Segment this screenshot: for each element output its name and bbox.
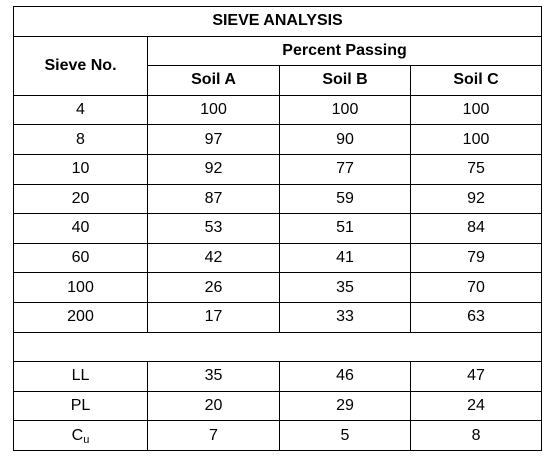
soil-b-cell: 33 xyxy=(279,301,411,333)
sieve-cell: 60 xyxy=(13,242,148,274)
soil-b-cell: 100 xyxy=(279,94,411,126)
property-label-cu: Cu xyxy=(13,420,148,451)
title-row: SIEVE ANALYSIS xyxy=(12,6,543,37)
table-row: 8 97 90 100 xyxy=(13,124,543,155)
sieve-analysis-table: SIEVE ANALYSIS Sieve No. Percent Passing… xyxy=(12,6,543,451)
soil-a-cell: 42 xyxy=(147,242,280,274)
soil-a-cell: 97 xyxy=(147,124,280,155)
soil-b-cell: 29 xyxy=(279,390,411,422)
sieve-cell: 4 xyxy=(13,94,148,126)
soil-c-cell: 100 xyxy=(409,124,543,155)
sieve-analysis-table-container: SIEVE ANALYSIS Sieve No. Percent Passing… xyxy=(12,6,543,451)
property-label-ll: LL xyxy=(13,361,148,392)
percent-passing-header: Percent Passing xyxy=(146,35,543,67)
soil-b-cell: 90 xyxy=(279,124,411,155)
soil-a-cell: 87 xyxy=(147,183,280,215)
soil-a-cell: 26 xyxy=(147,272,280,303)
group-header-row: Sieve No. Percent Passing xyxy=(13,35,543,96)
soil-a-cell: 92 xyxy=(147,153,280,185)
soil-c-cell: 100 xyxy=(409,94,543,126)
soil-b-cell: 77 xyxy=(279,153,411,185)
column-header-row: Soil A Soil B Soil C xyxy=(14,65,543,96)
column-header-soil-b: Soil B xyxy=(279,65,411,96)
table-row: 200 17 33 63 xyxy=(13,301,543,333)
table-title: SIEVE ANALYSIS xyxy=(12,6,543,37)
table-row: PL 20 29 24 xyxy=(13,390,543,422)
sieve-cell: 10 xyxy=(13,153,148,185)
sieve-no-header: Sieve No. xyxy=(13,35,148,96)
soil-c-cell: 70 xyxy=(409,272,543,303)
soil-c-cell: 63 xyxy=(409,301,543,333)
soil-c-cell: 92 xyxy=(409,183,543,215)
soil-c-cell: 8 xyxy=(409,420,543,451)
soil-c-cell: 47 xyxy=(409,361,543,392)
column-header-soil-a: Soil A xyxy=(147,65,280,96)
table-row: 100 26 35 70 xyxy=(13,272,543,303)
separator-row xyxy=(12,331,543,363)
soil-a-cell: 100 xyxy=(147,94,280,126)
sieve-cell: 20 xyxy=(13,183,148,215)
soil-c-cell: 24 xyxy=(409,390,543,422)
cu-label-subscript: u xyxy=(83,433,90,446)
soil-b-cell: 41 xyxy=(279,242,411,274)
sieve-cell: 8 xyxy=(13,124,148,155)
soil-b-cell: 5 xyxy=(279,420,411,451)
soil-a-cell: 53 xyxy=(147,213,280,244)
separator-cell xyxy=(12,331,543,363)
table-row: 10 92 77 75 xyxy=(13,153,543,185)
sieve-cell: 100 xyxy=(13,272,148,303)
soil-c-cell: 75 xyxy=(409,153,543,185)
soil-b-cell: 51 xyxy=(279,213,411,244)
soil-b-cell: 59 xyxy=(279,183,411,215)
cu-label-main: C xyxy=(71,426,84,444)
table-body: SIEVE ANALYSIS Sieve No. Percent Passing… xyxy=(12,6,543,451)
table-row: 60 42 41 79 xyxy=(13,242,543,274)
soil-c-cell: 79 xyxy=(409,242,543,274)
table-row: Cu 7 5 8 xyxy=(13,420,543,451)
sieve-cell: 40 xyxy=(13,213,148,244)
property-label-pl: PL xyxy=(13,390,148,422)
soil-b-cell: 46 xyxy=(279,361,411,392)
table-row: 4 100 100 100 xyxy=(13,94,543,126)
column-header-soil-c: Soil C xyxy=(409,65,543,96)
table-row: 40 53 51 84 xyxy=(13,213,543,244)
soil-a-cell: 7 xyxy=(147,420,280,451)
soil-a-cell: 17 xyxy=(147,301,280,333)
sieve-cell: 200 xyxy=(13,301,148,333)
soil-a-cell: 35 xyxy=(147,361,280,392)
table-row: 20 87 59 92 xyxy=(13,183,543,215)
table-row: LL 35 46 47 xyxy=(13,361,543,392)
soil-b-cell: 35 xyxy=(279,272,411,303)
soil-c-cell: 84 xyxy=(409,213,543,244)
soil-a-cell: 20 xyxy=(147,390,280,422)
